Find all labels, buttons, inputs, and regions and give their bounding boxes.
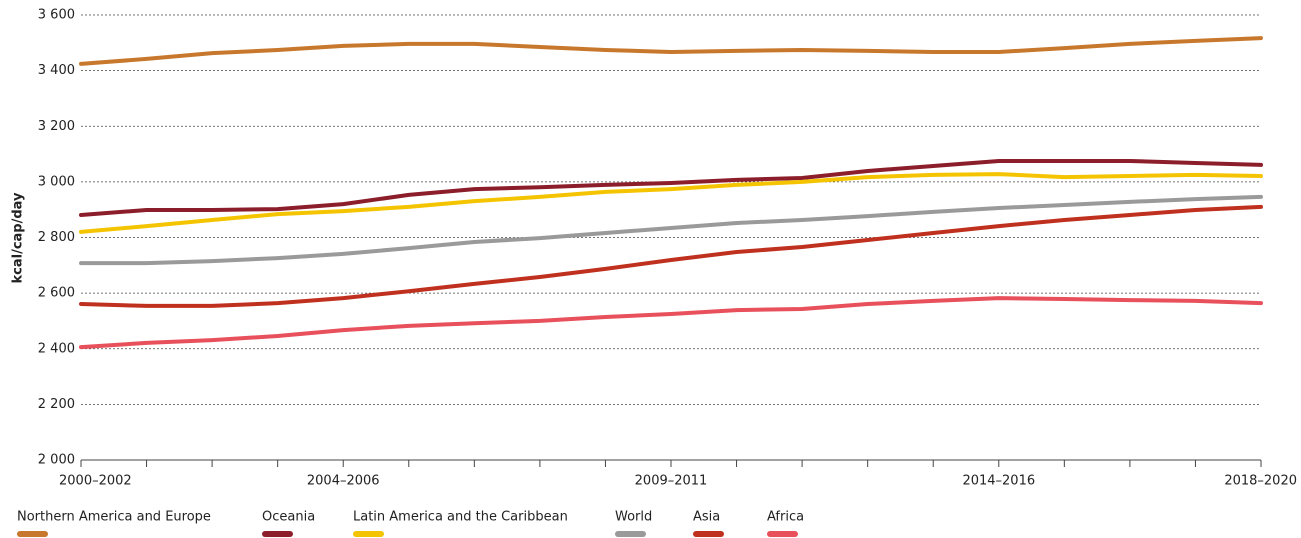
series-line — [79, 296, 1263, 350]
legend-label: Asia — [693, 510, 720, 525]
legend-label: Oceania — [262, 510, 315, 525]
series-line — [79, 194, 1263, 266]
legend-label: World — [615, 510, 652, 525]
y-axis-label: kcal/cap/day — [11, 192, 26, 284]
y-tick-label: 3 000 — [38, 174, 75, 189]
y-tick-label: 2 000 — [38, 453, 75, 468]
y-tick-label: 3 200 — [38, 119, 75, 134]
y-tick-label: 3 600 — [38, 8, 75, 23]
legend-label: Northern America and Europe — [17, 510, 211, 525]
x-tick-label: 2004–2006 — [307, 474, 380, 489]
y-tick-label: 2 200 — [38, 397, 75, 412]
x-tick-label: 2009–2011 — [635, 474, 708, 489]
series-line — [79, 159, 1263, 217]
x-tick-label: 2014–2016 — [962, 474, 1035, 489]
x-tick-label: 2018–2020 — [1224, 474, 1297, 489]
legend-label: Africa — [767, 510, 804, 525]
series-line — [79, 172, 1263, 234]
y-tick-label: 2 600 — [38, 286, 75, 301]
y-tick-label: 2 800 — [38, 230, 75, 245]
series-line — [79, 204, 1263, 308]
x-tick-label: 2000–2002 — [59, 474, 132, 489]
y-tick-label: 3 400 — [38, 63, 75, 78]
legend-label: Latin America and the Caribbean — [353, 510, 568, 525]
y-tick-label: 2 400 — [38, 341, 75, 356]
series-line — [79, 36, 1263, 66]
